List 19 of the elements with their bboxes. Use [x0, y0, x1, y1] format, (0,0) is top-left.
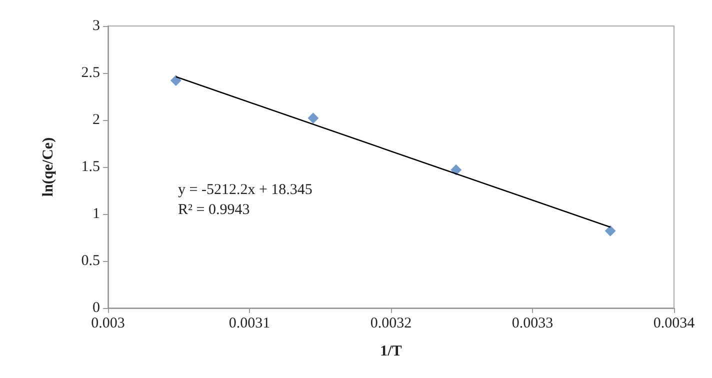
y-tick-label: 1 — [92, 206, 100, 222]
point — [604, 225, 616, 236]
x-tick-label: 0.003 — [91, 316, 125, 332]
y-tick-label: 0 — [92, 300, 100, 316]
x-tick-label: 0.0034 — [653, 316, 696, 332]
point — [308, 112, 319, 124]
annotation: y = -5212.2x + 18.345 R² = 0.9943 — [178, 182, 312, 218]
x-tick-label: 0.0033 — [512, 316, 554, 332]
point — [170, 75, 182, 86]
x-tick-label: 0.0032 — [370, 316, 412, 332]
y-tick-label: 2.5 — [81, 65, 100, 81]
y-tick-label: 0.5 — [81, 253, 100, 269]
y-tick-label: 1.5 — [81, 159, 100, 175]
x-axis-title: 1/T — [380, 344, 402, 360]
y-axis-title: ln(qe/Ce) — [40, 137, 56, 197]
x-tick-label: 0.0031 — [228, 316, 270, 332]
y-tick-label: 3 — [92, 18, 100, 34]
point — [450, 164, 462, 176]
y-tick-label: 2 — [92, 112, 100, 128]
